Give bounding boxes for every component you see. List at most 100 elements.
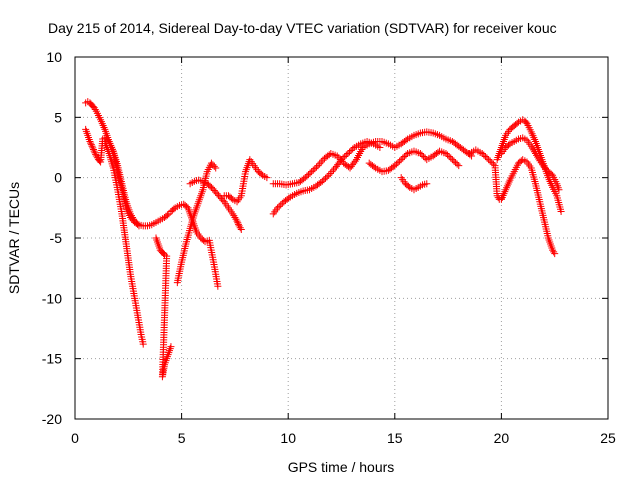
data-point bbox=[396, 157, 404, 165]
y-tick-label: 0 bbox=[54, 170, 62, 186]
chart-grid bbox=[75, 57, 608, 419]
series-arc-7 bbox=[186, 176, 245, 234]
data-point bbox=[392, 160, 400, 168]
data-point bbox=[400, 153, 408, 161]
data-point bbox=[557, 207, 565, 215]
data-point bbox=[394, 159, 402, 167]
data-point bbox=[163, 211, 171, 219]
data-point bbox=[219, 196, 227, 204]
data-point bbox=[275, 202, 283, 210]
data-point bbox=[445, 153, 453, 161]
data-point bbox=[132, 219, 140, 227]
data-point bbox=[345, 148, 353, 156]
y-tick-label: -20 bbox=[42, 411, 62, 427]
data-point bbox=[135, 222, 143, 230]
data-point bbox=[481, 153, 489, 161]
data-point bbox=[323, 173, 331, 181]
data-point bbox=[87, 141, 95, 149]
data-point bbox=[533, 151, 541, 159]
data-point bbox=[527, 142, 535, 150]
data-point bbox=[528, 144, 536, 152]
data-point bbox=[493, 192, 501, 200]
data-point bbox=[349, 145, 357, 153]
y-tick-label: -10 bbox=[42, 290, 62, 306]
data-point bbox=[309, 166, 317, 174]
data-point bbox=[391, 162, 399, 170]
data-point bbox=[209, 185, 217, 193]
data-point bbox=[370, 163, 378, 171]
data-point bbox=[234, 219, 242, 227]
x-tick-label: 20 bbox=[494, 430, 510, 446]
data-point bbox=[312, 163, 320, 171]
data-point bbox=[326, 169, 334, 177]
data-point bbox=[320, 176, 328, 184]
data-point bbox=[402, 136, 410, 144]
data-point bbox=[89, 144, 97, 152]
data-point bbox=[92, 150, 100, 158]
data-point bbox=[235, 222, 243, 230]
data-point bbox=[212, 188, 220, 196]
data-point bbox=[87, 139, 95, 147]
data-point bbox=[90, 147, 98, 155]
data-point bbox=[210, 187, 218, 195]
data-point bbox=[285, 194, 293, 202]
data-point bbox=[550, 248, 558, 256]
data-point bbox=[402, 151, 410, 159]
data-point bbox=[483, 154, 491, 162]
x-tick-label: 0 bbox=[71, 430, 79, 446]
data-point bbox=[420, 153, 428, 161]
data-point bbox=[330, 166, 338, 174]
data-point bbox=[232, 215, 240, 223]
y-tick-label: 5 bbox=[54, 109, 62, 125]
data-point bbox=[551, 250, 559, 258]
data-point bbox=[227, 194, 235, 202]
data-point bbox=[257, 170, 265, 178]
data-point bbox=[91, 105, 99, 113]
data-point bbox=[96, 157, 104, 165]
series-arc-16 bbox=[497, 134, 563, 194]
data-point bbox=[397, 156, 405, 164]
data-point bbox=[317, 158, 325, 166]
data-marks bbox=[82, 98, 565, 381]
series-arc-12 bbox=[365, 147, 463, 176]
series-arc-8 bbox=[220, 156, 271, 206]
data-point bbox=[216, 193, 224, 201]
data-point bbox=[335, 154, 343, 162]
series-arc-9 bbox=[269, 137, 384, 218]
data-point bbox=[303, 172, 311, 180]
data-point bbox=[505, 141, 513, 149]
x-tick-label: 5 bbox=[178, 430, 186, 446]
data-point bbox=[316, 160, 324, 168]
data-point bbox=[455, 162, 463, 170]
data-point bbox=[92, 152, 100, 160]
data-point bbox=[450, 157, 458, 165]
data-point bbox=[513, 119, 521, 127]
data-point bbox=[541, 164, 549, 172]
data-point bbox=[453, 160, 461, 168]
data-point bbox=[529, 146, 537, 154]
data-point bbox=[325, 171, 333, 179]
data-point bbox=[207, 159, 215, 167]
data-point bbox=[139, 340, 147, 348]
data-point bbox=[416, 150, 424, 158]
data-point bbox=[328, 168, 336, 176]
data-point bbox=[448, 156, 456, 164]
data-point bbox=[311, 165, 319, 173]
data-point bbox=[90, 104, 98, 112]
series-arc-3 bbox=[101, 137, 147, 348]
data-point bbox=[231, 213, 239, 221]
data-point bbox=[322, 174, 330, 182]
data-point bbox=[489, 160, 497, 168]
data-point bbox=[91, 149, 99, 157]
data-point bbox=[306, 169, 314, 177]
data-point bbox=[404, 182, 412, 190]
data-point bbox=[442, 150, 450, 158]
data-point bbox=[376, 144, 384, 151]
data-point bbox=[549, 246, 557, 254]
data-point bbox=[212, 164, 220, 172]
data-point bbox=[129, 213, 137, 221]
data-point bbox=[344, 150, 352, 158]
data-point bbox=[555, 186, 563, 194]
plot-frame bbox=[74, 56, 609, 420]
